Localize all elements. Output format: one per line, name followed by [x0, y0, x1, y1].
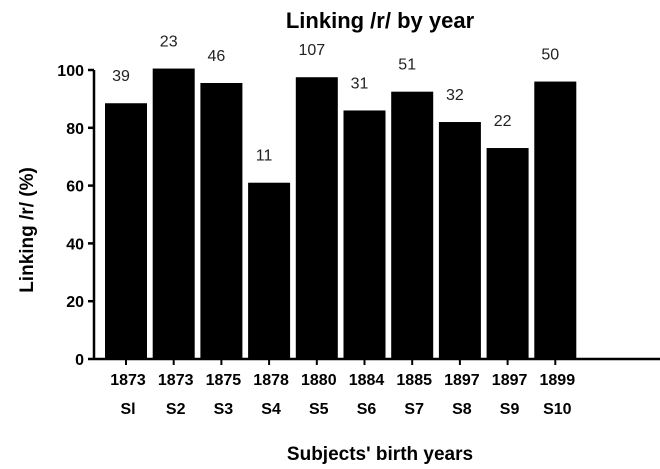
x-tick-year-label: 1884 [349, 372, 385, 389]
bar [534, 81, 577, 359]
bar [152, 68, 195, 360]
y-axis: 0 20 40 60 80 100 [57, 63, 94, 369]
y-tick-label: 80 [66, 121, 84, 138]
bar-data-label: 50 [541, 47, 559, 64]
x-tick-subject-label: S6 [357, 401, 377, 418]
x-tick-year-label: 1885 [396, 372, 432, 389]
bar [438, 122, 481, 360]
x-tick-subject-label: Sl [120, 401, 135, 418]
bar [248, 182, 291, 359]
y-tick-label: 40 [66, 236, 84, 253]
x-tick-year-label: 1873 [158, 372, 194, 389]
chart-title: Linking /r/ by year [286, 8, 475, 33]
x-tick-subject-label: S4 [261, 401, 281, 418]
y-axis-label: Linking /r/ (%) [17, 167, 38, 293]
x-tick-year-label: 1875 [206, 372, 242, 389]
y-tick-label: 60 [66, 179, 84, 196]
bar [486, 148, 529, 359]
x-tick-year-label: 1897 [444, 372, 480, 389]
x-axis: 1873 Sl 1873 S2 1875 S3 1878 S4 1880 S5 1884 S6 1885… [110, 359, 575, 418]
y-tick-label: 0 [75, 352, 84, 369]
bar [200, 83, 243, 359]
x-tick-year-label: 1897 [492, 372, 528, 389]
bar [343, 110, 386, 360]
bar-data-label: 11 [256, 148, 273, 165]
bar-data-label: 107 [298, 42, 325, 59]
bar-data-label: 39 [112, 68, 130, 85]
x-tick-subject-label: S8 [452, 401, 472, 418]
y-tick-label: 20 [66, 294, 84, 311]
y-tick-label: 100 [57, 63, 84, 80]
x-tick-year-label: 1878 [253, 372, 289, 389]
x-tick-year-label: 1880 [301, 372, 337, 389]
bars: 39 23 46 11 107 31 51 32 22 50 [105, 34, 577, 360]
x-tick-subject-label: S3 [214, 401, 234, 418]
bar-data-label: 22 [494, 113, 512, 130]
x-tick-subject-label: S2 [166, 401, 186, 418]
x-tick-subject-label: S9 [500, 401, 520, 418]
bar-data-label: 51 [398, 57, 416, 74]
x-tick-subject-label: S7 [404, 401, 424, 418]
bar [105, 103, 147, 359]
bar-data-label: 32 [446, 87, 464, 104]
bar [391, 91, 434, 360]
x-tick-subject-label: S10 [543, 401, 572, 418]
x-axis-label: Subjects' birth years [287, 444, 473, 465]
x-tick-subject-label: S5 [309, 401, 329, 418]
bar-data-label: 46 [208, 48, 226, 65]
bar-data-label: 31 [351, 75, 369, 92]
bar-data-label: 23 [160, 34, 178, 51]
bar [295, 77, 338, 359]
x-tick-year-label: 1899 [540, 372, 576, 389]
x-tick-year-label: 1873 [110, 372, 146, 389]
